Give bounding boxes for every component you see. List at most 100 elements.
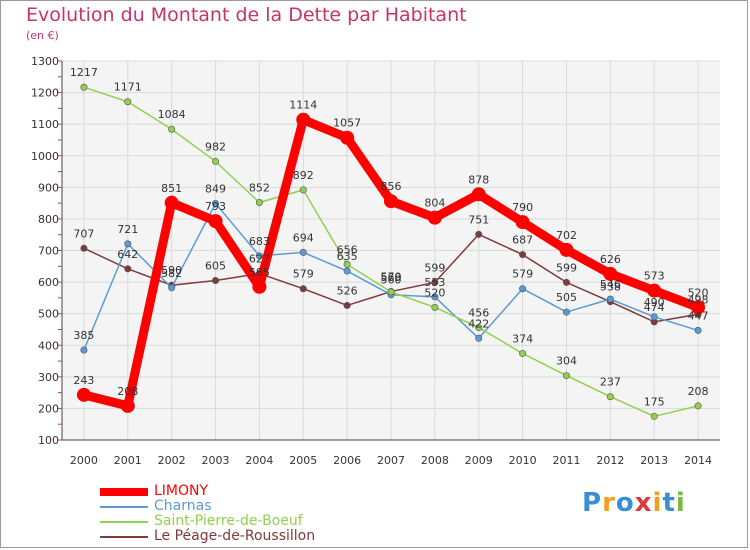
data-point xyxy=(694,402,702,410)
data-label: 626 xyxy=(600,253,621,266)
x-tick-label: 2013 xyxy=(640,454,668,467)
data-label: 694 xyxy=(293,231,314,244)
data-point xyxy=(647,283,662,298)
data-label: 1217 xyxy=(70,66,98,79)
data-point xyxy=(694,326,702,334)
logo-letter: x xyxy=(634,488,653,518)
data-point xyxy=(212,199,220,207)
logo-letter: r xyxy=(602,488,616,518)
data-label: 856 xyxy=(381,180,402,193)
data-point xyxy=(296,112,311,127)
data-label: 208 xyxy=(117,385,138,398)
data-point xyxy=(120,398,135,413)
y-tick-label: 1200 xyxy=(31,87,59,100)
data-label: 599 xyxy=(556,261,577,274)
y-tick-label: 1000 xyxy=(31,150,59,163)
data-label: 892 xyxy=(293,169,314,182)
data-point xyxy=(252,279,267,294)
data-label: 385 xyxy=(73,329,94,342)
data-label: 707 xyxy=(73,227,94,240)
data-point xyxy=(519,285,527,293)
y-tick-label: 1300 xyxy=(31,55,59,68)
data-point xyxy=(80,244,88,252)
logo-letter: i xyxy=(675,488,686,518)
data-label: 526 xyxy=(337,284,358,297)
data-point xyxy=(343,267,351,275)
data-label: 570 xyxy=(381,271,402,284)
x-tick-label: 2003 xyxy=(202,454,230,467)
logo-letter: t xyxy=(662,488,676,518)
data-point xyxy=(427,210,442,225)
data-label: 304 xyxy=(556,355,577,368)
y-tick-label: 800 xyxy=(38,213,59,226)
data-point xyxy=(562,372,570,380)
data-label: 520 xyxy=(424,286,445,299)
data-label: 490 xyxy=(644,296,665,309)
data-point xyxy=(603,266,618,281)
data-label: 573 xyxy=(644,270,665,283)
data-point xyxy=(475,324,483,332)
x-tick-label: 2002 xyxy=(158,454,186,467)
legend-label: Le Péage-de-Roussillon xyxy=(154,528,316,544)
y-tick-label: 1100 xyxy=(31,118,59,131)
x-tick-label: 2012 xyxy=(596,454,624,467)
data-label: 498 xyxy=(688,293,709,306)
data-point xyxy=(650,313,658,321)
data-label: 553 xyxy=(424,276,445,289)
data-point xyxy=(80,346,88,354)
data-label: 243 xyxy=(73,374,94,387)
data-label: 804 xyxy=(424,197,445,210)
x-tick-label: 2011 xyxy=(552,454,580,467)
data-label: 851 xyxy=(161,182,182,195)
data-label: 627 xyxy=(249,253,270,266)
chart-unit-label: (en €) xyxy=(26,29,59,42)
data-label: 751 xyxy=(468,213,489,226)
data-label: 790 xyxy=(512,201,533,214)
data-label: 175 xyxy=(644,395,665,408)
logo-letter: o xyxy=(615,488,635,518)
data-label: 590 xyxy=(161,264,182,277)
x-tick-label: 2009 xyxy=(465,454,493,467)
logo-letter: i xyxy=(652,488,663,518)
data-point xyxy=(124,265,132,273)
data-point xyxy=(212,277,220,285)
data-label: 599 xyxy=(424,261,445,274)
data-label: 237 xyxy=(600,376,621,389)
data-point xyxy=(208,214,223,229)
y-tick-label: 500 xyxy=(38,308,59,321)
data-label: 721 xyxy=(117,223,138,236)
data-point xyxy=(76,387,91,402)
data-point xyxy=(299,248,307,256)
data-label: 208 xyxy=(688,385,709,398)
data-label: 546 xyxy=(600,278,621,291)
data-label: 687 xyxy=(512,234,533,247)
data-point xyxy=(431,293,439,301)
data-label: 849 xyxy=(205,182,226,195)
logo-letter: P xyxy=(582,488,603,518)
x-tick-label: 2000 xyxy=(70,454,98,467)
data-point xyxy=(519,349,527,357)
data-point xyxy=(255,198,263,206)
y-tick-label: 100 xyxy=(38,434,59,447)
data-label: 538 xyxy=(600,281,621,294)
proxiti-logo: Proxiti xyxy=(582,488,686,518)
chart-title: Evolution du Montant de la Dette par Hab… xyxy=(26,4,467,26)
data-point xyxy=(431,303,439,311)
data-point xyxy=(343,301,351,309)
x-tick-label: 2007 xyxy=(377,454,405,467)
plot-area: 100 200 300 400 500 600 700 800 900 1000 1100 1200 1… xyxy=(31,55,720,467)
data-label: 422 xyxy=(468,317,489,330)
legend-label: LIMONY xyxy=(154,483,209,499)
data-label: 656 xyxy=(337,243,358,256)
data-label: 447 xyxy=(688,309,709,322)
data-point xyxy=(384,194,398,209)
data-label: 569 xyxy=(381,271,402,284)
data-label: 520 xyxy=(688,286,709,299)
data-point xyxy=(606,393,614,401)
data-label: 1084 xyxy=(158,108,186,121)
data-point xyxy=(471,187,486,202)
x-tick-label: 2004 xyxy=(245,454,273,467)
data-point xyxy=(255,252,263,260)
legend-label: Saint-Pierre-de-Boeuf xyxy=(154,513,303,529)
x-tick-label: 2010 xyxy=(509,454,537,467)
